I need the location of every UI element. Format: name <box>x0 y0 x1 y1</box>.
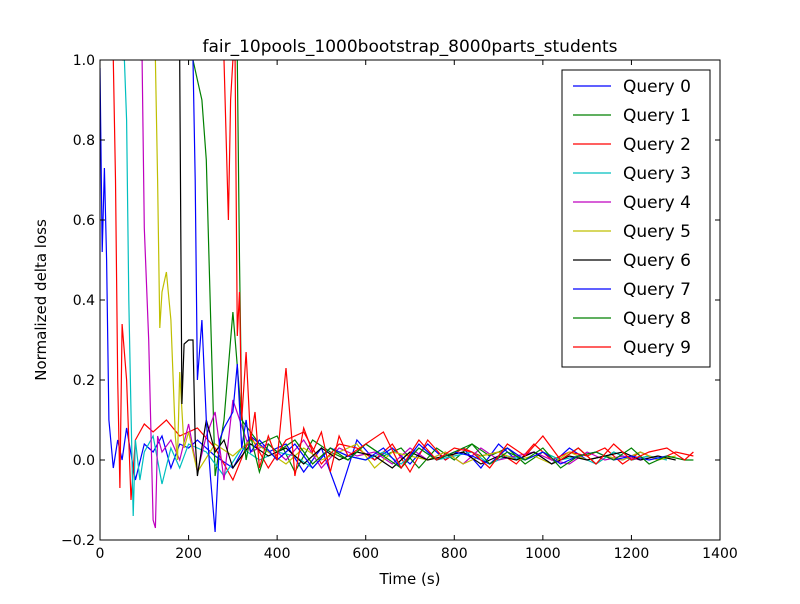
series-line-query-2 <box>112 60 694 501</box>
legend-label-query-4: Query 4 <box>623 193 691 213</box>
y-tick-label: 0.8 <box>73 133 95 149</box>
series-line-query-6 <box>179 60 676 477</box>
y-tick-label: −0.2 <box>61 533 95 549</box>
legend-label-query-6: Query 6 <box>623 251 691 271</box>
x-tick-label: 0 <box>96 546 105 562</box>
y-tick-label: 0.4 <box>73 293 95 309</box>
y-tick-label: 0.6 <box>73 213 95 229</box>
legend-label-query-9: Query 9 <box>623 338 691 358</box>
axis-ticks: 0 200 400 600 800 1000 1200 1400 −0.2 0.0 0.2 0.4 0.… <box>61 53 738 562</box>
legend-label-query-5: Query 5 <box>623 222 691 242</box>
x-axis-label: Time (s) <box>379 570 441 588</box>
chart-title: fair_10pools_1000bootstrap_8000parts_stu… <box>203 37 618 57</box>
legend: Query 0 Query 1 Query 2 Query 3 Query 4 Query… <box>561 69 711 368</box>
x-tick-label: 800 <box>441 546 468 562</box>
y-axis-label: Normalized delta loss <box>32 219 50 381</box>
series-line-query-7 <box>192 60 668 533</box>
series-line-query-8 <box>236 60 694 475</box>
legend-label-query-1: Query 1 <box>623 106 691 126</box>
y-tick-label: 0.0 <box>73 453 95 469</box>
x-tick-label: 400 <box>264 546 291 562</box>
y-tick-label: 1.0 <box>73 53 95 69</box>
x-tick-label: 1000 <box>525 546 561 562</box>
series-line-query-9 <box>223 60 694 477</box>
legend-label-query-0: Query 0 <box>623 77 691 97</box>
legend-label-query-3: Query 3 <box>623 164 691 184</box>
x-tick-label: 1400 <box>702 546 738 562</box>
x-tick-label: 600 <box>352 546 379 562</box>
y-tick-label: 0.2 <box>73 373 95 389</box>
x-tick-label: 200 <box>175 546 202 562</box>
x-tick-label: 1200 <box>614 546 650 562</box>
legend-label-query-2: Query 2 <box>623 135 691 155</box>
legend-label-query-7: Query 7 <box>623 280 691 300</box>
legend-label-query-8: Query 8 <box>623 309 691 329</box>
series-layer <box>100 60 694 533</box>
